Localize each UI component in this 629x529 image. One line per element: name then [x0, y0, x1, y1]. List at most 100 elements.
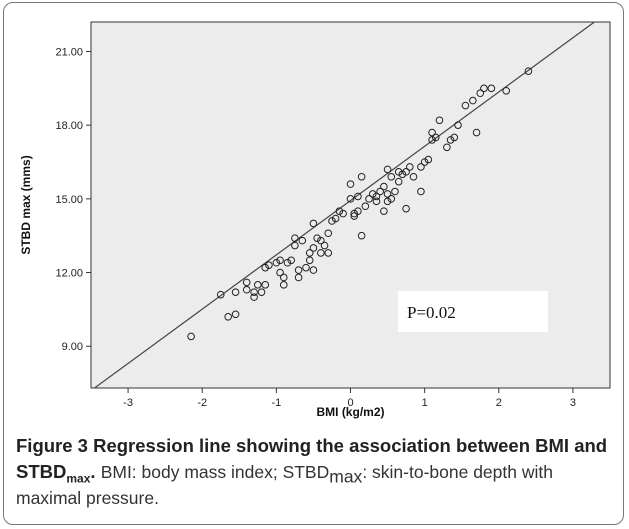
- data-point: [454, 121, 462, 129]
- data-point: [250, 293, 258, 301]
- data-point: [357, 172, 366, 181]
- data-point: [387, 172, 396, 181]
- data-point: [469, 96, 477, 105]
- caption-label: Figure 3: [16, 435, 88, 456]
- data-point: [428, 136, 436, 144]
- data-point: [287, 256, 295, 265]
- data-point: [476, 89, 485, 98]
- data-point: [380, 207, 388, 215]
- data-point: [317, 236, 325, 245]
- data-point: [187, 332, 195, 341]
- regression-line: [94, 21, 595, 389]
- data-point: [328, 217, 336, 225]
- data-point: [309, 244, 318, 252]
- data-point: [305, 249, 314, 257]
- data-point: [313, 234, 321, 242]
- data-point: [372, 192, 381, 201]
- data-point: [487, 84, 496, 93]
- data-point: [472, 128, 481, 137]
- data-point: [346, 195, 355, 203]
- data-point: [383, 190, 392, 198]
- caption-title: Regression line showing the association …: [16, 435, 608, 482]
- caption-body-sub: max: [329, 466, 363, 487]
- y-tick-label: 9.00: [62, 341, 83, 353]
- data-point: [394, 177, 403, 186]
- data-point: [428, 128, 436, 137]
- data-point: [450, 133, 459, 142]
- data-point: [242, 285, 251, 294]
- data-point: [402, 204, 410, 213]
- data-point: [317, 249, 325, 257]
- data-point: [417, 187, 425, 196]
- data-point: [291, 241, 299, 250]
- x-axis-title: BMI (kg/m2): [316, 405, 384, 419]
- data-point: [461, 101, 470, 110]
- data-point: [294, 273, 303, 282]
- data-point: [265, 261, 273, 269]
- figure-caption: Figure 3 Regression line showing the ass…: [16, 433, 612, 511]
- data-point: [417, 163, 425, 171]
- data-point: [524, 67, 533, 75]
- data-point: [291, 234, 299, 242]
- data-point: [224, 312, 232, 321]
- data-point: [276, 256, 284, 265]
- data-point: [391, 187, 399, 196]
- data-point: [365, 195, 373, 203]
- data-point: [402, 168, 410, 176]
- data-point: [231, 310, 240, 319]
- y-tick-label: 12.00: [55, 268, 83, 280]
- data-point: [261, 281, 270, 289]
- caption-title-end: .: [90, 461, 96, 482]
- data-point: [354, 207, 362, 215]
- data-point: [346, 180, 355, 188]
- data-point: [420, 158, 429, 166]
- data-point: [335, 207, 344, 215]
- data-point: [435, 116, 444, 125]
- x-tick-label: -1: [271, 397, 281, 409]
- p-value-annotation: P=0.02: [407, 303, 456, 322]
- y-tick-label: 15.00: [55, 194, 83, 206]
- data-point: [383, 197, 392, 206]
- data-point: [350, 212, 359, 220]
- data-point: [443, 143, 451, 152]
- y-axis-title: STBD max (mms): [19, 155, 33, 254]
- data-point: [302, 263, 310, 272]
- data-point: [380, 182, 388, 191]
- data-point: [354, 192, 362, 201]
- x-tick-label: -2: [197, 397, 207, 409]
- data-point: [383, 165, 392, 174]
- data-point: [368, 190, 377, 198]
- data-point: [398, 170, 407, 179]
- data-point: [272, 258, 281, 267]
- data-point: [324, 249, 333, 257]
- data-point: [279, 281, 288, 289]
- data-point: [350, 209, 359, 218]
- data-point: [309, 219, 318, 228]
- caption-body-1: BMI: body mass index; STBD: [100, 462, 330, 482]
- data-point: [372, 197, 381, 206]
- data-point: [257, 288, 266, 297]
- data-point: [276, 268, 284, 277]
- data-point: [250, 288, 258, 297]
- data-point: [502, 86, 511, 95]
- x-tick-label: 3: [570, 397, 576, 409]
- x-tick-label: 2: [496, 397, 502, 409]
- p-value-box: [398, 291, 548, 332]
- data-point: [324, 229, 333, 238]
- data-point: [409, 172, 418, 181]
- data-point: [261, 263, 270, 272]
- data-point: [298, 236, 307, 245]
- caption-title-sub: max: [66, 471, 91, 486]
- data-point: [279, 273, 288, 282]
- data-point: [242, 278, 251, 287]
- data-point: [305, 256, 314, 265]
- data-point: [283, 258, 292, 267]
- scatter-chart: -3 -2 -1 0 1 2 3 9.00 12.00 15.00 18.00 21.00 P=0.0…: [19, 21, 611, 419]
- data-point: [406, 163, 414, 171]
- data-point: [294, 266, 303, 274]
- caption-body-2: : skin-to-bone depth with maximal pressu…: [16, 462, 553, 508]
- data-point: [480, 84, 488, 93]
- data-point: [339, 209, 347, 218]
- data-point: [309, 266, 318, 274]
- y-tick-label: 18.00: [55, 120, 83, 132]
